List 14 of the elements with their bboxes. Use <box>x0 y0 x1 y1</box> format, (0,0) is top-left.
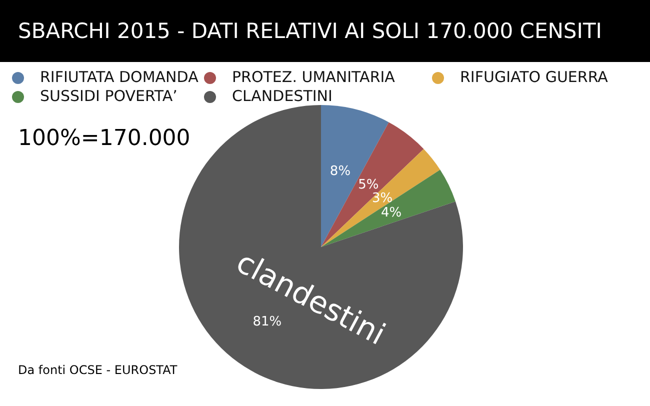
data-label: 3% <box>372 191 393 206</box>
legend-label: SUSSIDI POVERTA’ <box>40 87 178 106</box>
pie-slice <box>321 122 424 247</box>
pie-slice <box>321 148 440 247</box>
data-label: 8% <box>330 164 351 179</box>
data-label: 4% <box>380 206 402 221</box>
legend-label: RIFIUTATA DOMANDA <box>40 68 200 86</box>
legend-label: CLANDESTINI <box>232 87 332 106</box>
data-label: 5% <box>358 178 379 193</box>
text: 100%=170.000 <box>18 126 190 151</box>
chart-title: SBARCHI 2015 - DATI RELATIVI AI SOLI 170.000 CENSITI <box>18 19 602 43</box>
text: Da fonti OCSE - EUROSTAT <box>18 363 178 377</box>
legend-label: PROTEZ. UMANITARIA <box>232 68 396 86</box>
legend-label: RIFUGIATO GUERRA <box>460 68 609 86</box>
